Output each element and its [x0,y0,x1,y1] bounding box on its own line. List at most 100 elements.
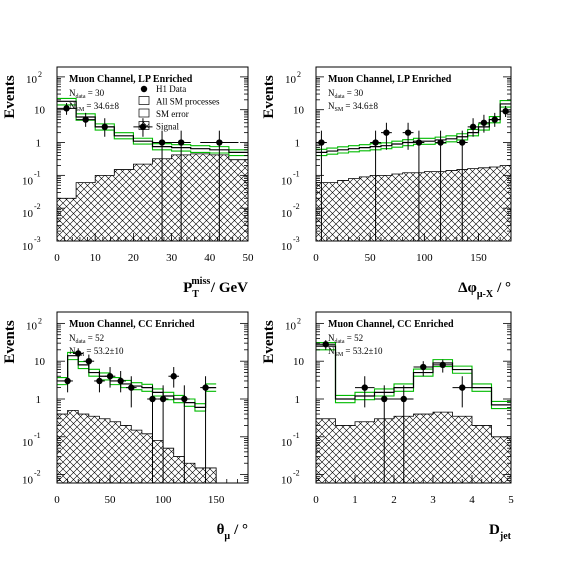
data-point-marker [404,129,412,136]
data-point-marker [181,395,188,403]
data-point [171,130,191,241]
data-point-marker [415,139,423,146]
y-tick-exponent: 2 [297,70,301,79]
legend-marker-sm [138,96,150,105]
data-point-marker [159,395,167,403]
plot-area [57,348,217,483]
data-point [147,385,158,483]
y-tick-exponent: 2 [297,316,301,325]
y-axis-label: Events [261,75,277,119]
y-tick-label: 10 [285,320,297,332]
y-axis-label: Events [2,320,18,364]
signal-histogram [57,153,248,241]
n-sm-value: 53.2±10 [94,346,124,356]
data-point-marker [82,116,89,123]
data-point [125,376,137,408]
x-tick-label: 50 [105,494,117,506]
y-tick-label: 10 [285,74,297,86]
legend-marker-smerr [138,108,150,118]
signal-histogram [316,411,511,483]
legend: H1 Data All SM processes SM error Signal [138,84,220,132]
data-point [478,114,490,133]
legend-label-signal: Signal [156,122,180,132]
data-point [413,130,425,241]
y-tick-label: 1 [36,138,42,150]
y-tick-exponent: -3 [34,235,41,244]
x-tick-label: 30 [166,252,178,264]
data-point-marker [202,384,209,391]
data-point-marker [469,123,477,131]
data-point-marker [128,384,135,391]
y-tick-exponent: -3 [293,235,300,244]
x-tick-label: 40 [204,252,216,264]
sm-band-low-line [57,359,217,412]
data-point-marker [85,357,93,365]
data-point [152,130,172,241]
data-point-marker [381,395,388,403]
data-point [370,130,381,241]
n-sm-value: 34.6±8 [94,101,120,111]
y-tick-label: 10 [281,437,293,449]
y-tick-label: 10 [281,208,293,220]
legend-marker-data [140,85,148,93]
data-point [355,376,375,408]
sm-histogram [316,345,511,406]
plot-area [316,340,511,483]
y-tick-label: 1 [36,394,42,406]
n-sm-value: 34.6±8 [353,101,379,111]
y-tick-exponent: -2 [34,469,41,478]
data-point-marker [491,116,498,123]
data-point-marker [372,139,379,146]
x-axis-label: Pmiss T / GeV [183,276,248,300]
y-tick-exponent: 2 [38,70,42,79]
y-tick-label: 10 [281,175,293,187]
data-point [115,371,126,393]
sm-band-low-line [316,106,511,157]
data-point [94,371,105,393]
n-sm-value: 53.2±10 [353,346,383,356]
y-tick-label: 10 [281,241,293,253]
data-point [467,118,479,137]
y-tick-exponent: -2 [293,202,300,211]
n-data-label: Ndata = 30 [69,88,105,100]
data-point-marker [437,139,444,146]
plot-frame [56,66,249,242]
y-tick-label: 10 [293,105,305,117]
n-sm-label: NSM = 34.6±8 [328,101,378,113]
n-sm-label: NSM = 34.6±8 [69,101,119,113]
data-point [179,385,190,483]
panel-title: Muon Channel, LP Enriched [69,74,193,85]
y-tick-label: 10 [22,175,34,187]
data-point [200,376,211,483]
x-tick-label: 5 [508,494,514,506]
signal-histogram [57,409,217,483]
plot-area [57,97,248,241]
x-axis-label: Djet [489,522,512,542]
data-point [168,367,180,388]
data-point-marker [64,377,71,385]
data-point [394,385,414,483]
data-point-marker [101,123,108,131]
data-point [402,122,414,150]
y-tick-label: 10 [281,475,293,487]
legend-marker-signal [138,121,150,130]
data-point [76,112,96,127]
y-tick-exponent: -1 [34,431,41,440]
y-axis-label: Events [2,75,18,119]
data-point [381,122,392,150]
signal-histogram [316,165,511,241]
y-tick-exponent: -2 [293,469,300,478]
data-point [62,371,73,393]
x-tick-label: 0 [313,494,319,506]
y-tick-label: 1 [295,138,301,150]
sm-histogram [57,355,217,408]
y-tick-exponent: -1 [293,431,300,440]
x-tick-label: 10 [90,252,102,264]
y-tick-exponent: -1 [293,169,300,178]
x-tick-label: 20 [128,252,140,264]
legend-label-smerr: SM error [156,109,189,119]
data-point-marker [480,119,488,126]
data-point [316,340,336,350]
